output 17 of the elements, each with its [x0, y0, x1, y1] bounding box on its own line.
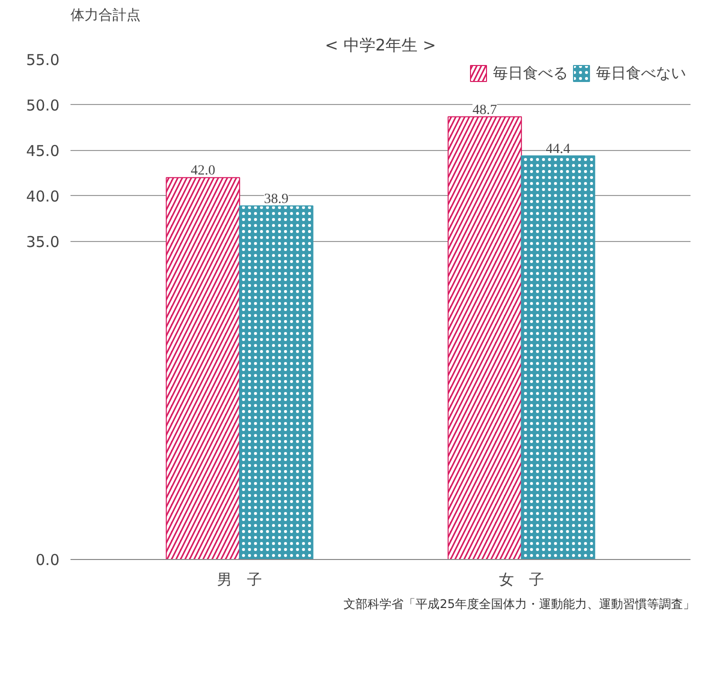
data-label: 44.4 [546, 142, 570, 157]
x-tick-label: 男 子 [217, 570, 262, 588]
text: 文部科学省「平成25年度全国体力・運動能力、運動習慣等調査」 [344, 596, 695, 613]
y-axis-title: 体力合計点 [70, 8, 140, 24]
data-label: 48.7 [472, 102, 498, 118]
y-tick-label: 45.0 [26, 142, 60, 160]
legend-label: 毎日食べない [596, 64, 686, 82]
y-tick-label: 40.0 [26, 187, 60, 206]
x-tick-label: 女 子 [498, 570, 544, 588]
legend-label: 毎日食べる [493, 64, 568, 82]
y-tick-label: 50.0 [26, 96, 60, 114]
y-tick-label: 0.0 [36, 551, 60, 569]
data-label: 38.9 [264, 192, 288, 207]
y-tick-label: 35.0 [26, 232, 60, 251]
data-label: 42.0 [190, 164, 216, 179]
y-tick-label: 55.0 [26, 51, 60, 69]
chart-title: < 中学2年生 > [324, 36, 436, 54]
